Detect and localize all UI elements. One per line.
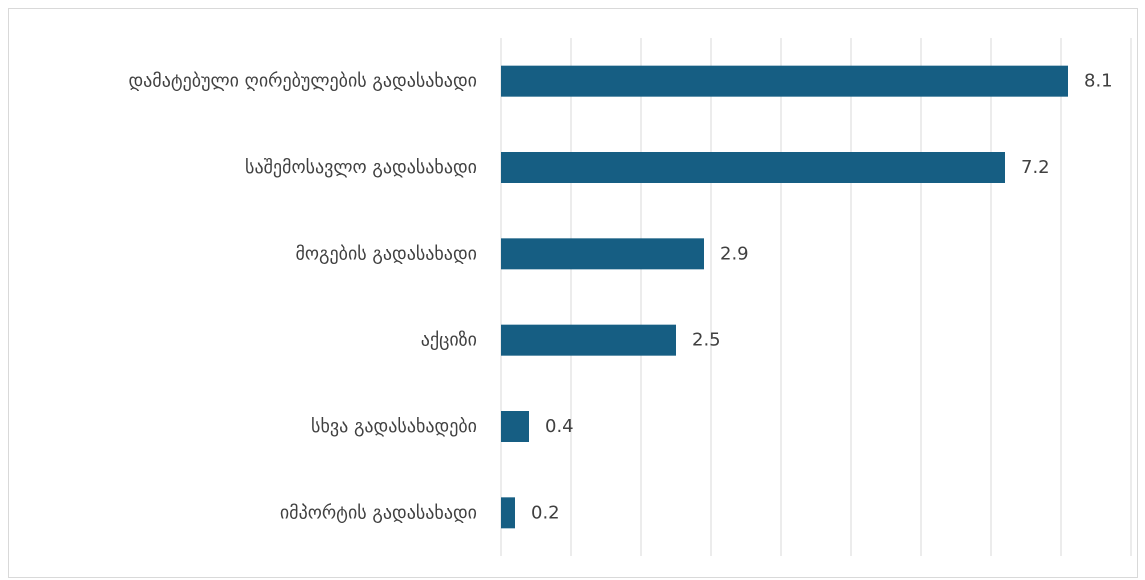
category-label: აქციზი — [421, 330, 477, 351]
data-label: 7.2 — [1021, 157, 1050, 178]
chart-frame — [8, 8, 1138, 578]
bar — [501, 238, 704, 270]
bar — [501, 324, 676, 356]
category-label: იმპორტის გადასახადი — [280, 502, 477, 523]
category-label: მოგების გადასახადი — [295, 243, 477, 264]
category-label: საშემოსავლო გადასახადი — [245, 157, 477, 178]
data-label: 2.9 — [720, 243, 749, 264]
data-label: 0.4 — [545, 416, 574, 437]
bar — [501, 152, 1005, 183]
data-label: 2.5 — [692, 330, 721, 351]
category-label: დამატებული ღირებულების გადასახადი — [128, 71, 477, 92]
data-label: 8.1 — [1084, 71, 1113, 92]
bar — [501, 497, 515, 529]
data-label: 0.2 — [531, 502, 560, 523]
category-label: სხვა გადასახადები — [311, 416, 477, 437]
bar — [501, 65, 1068, 97]
bar — [501, 411, 529, 442]
